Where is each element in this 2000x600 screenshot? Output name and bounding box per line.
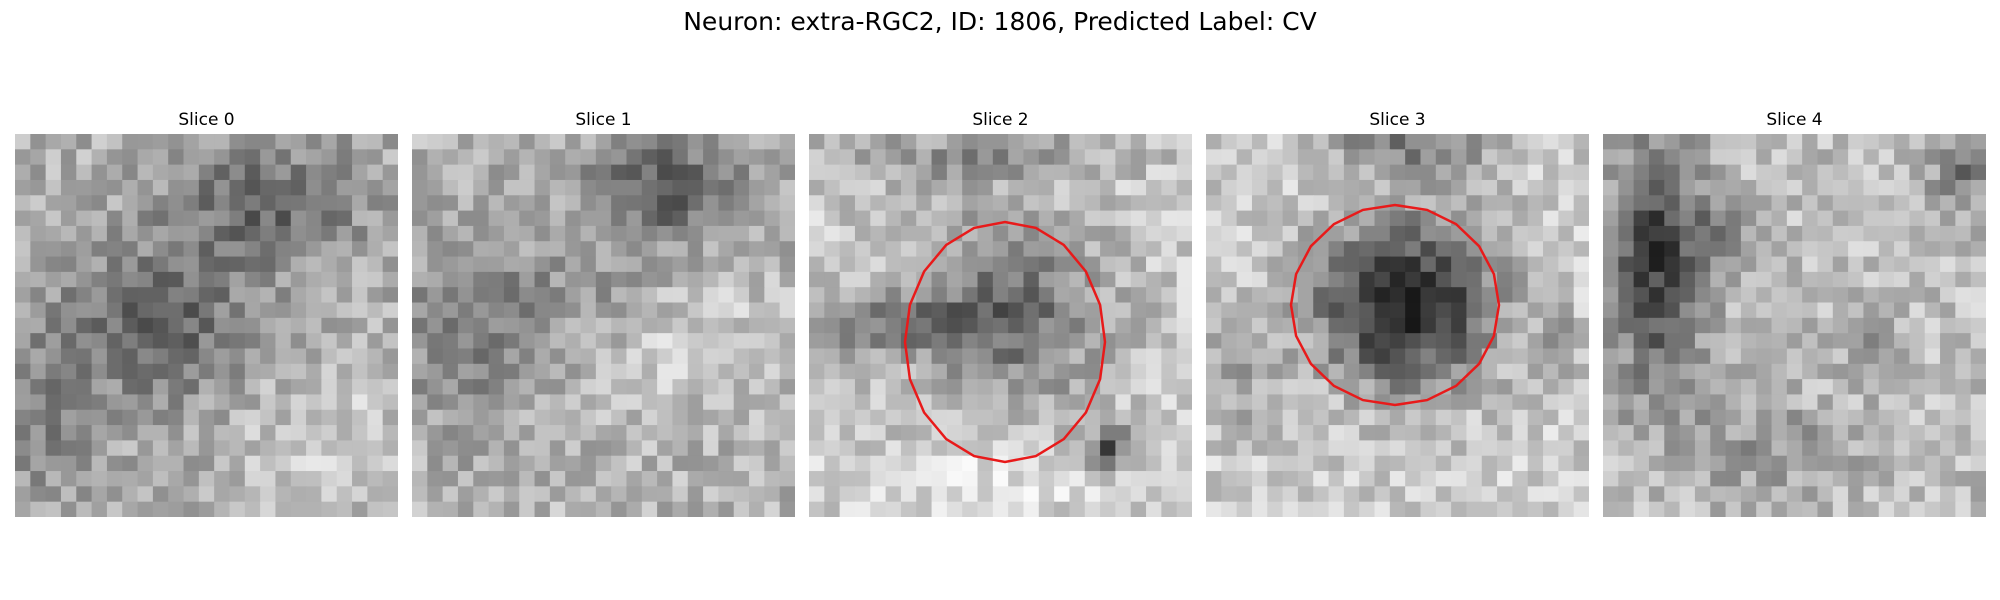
panel-title: Slice 2 — [972, 110, 1029, 130]
slice-image — [15, 134, 398, 517]
panel-slice-4: Slice 4 — [1603, 108, 1986, 517]
cell-contour — [1289, 203, 1501, 407]
slice-image — [412, 134, 795, 517]
panel-slice-0: Slice 0 — [15, 108, 398, 517]
panel-title: Slice 1 — [575, 110, 632, 130]
panel-title: Slice 0 — [178, 110, 235, 130]
slice-image — [1603, 134, 1986, 517]
panel-title: Slice 4 — [1766, 110, 1823, 130]
slice-image — [1206, 134, 1589, 517]
panel-title: Slice 3 — [1369, 110, 1426, 130]
panel-slice-1: Slice 1 — [412, 108, 795, 517]
cell-contour — [903, 220, 1107, 464]
figure-title: Neuron: extra-RGC2, ID: 1806, Predicted … — [683, 7, 1317, 36]
slice-image — [809, 134, 1192, 517]
panel-slice-3: Slice 3 — [1206, 108, 1589, 517]
panel-slice-2: Slice 2 — [809, 108, 1192, 517]
